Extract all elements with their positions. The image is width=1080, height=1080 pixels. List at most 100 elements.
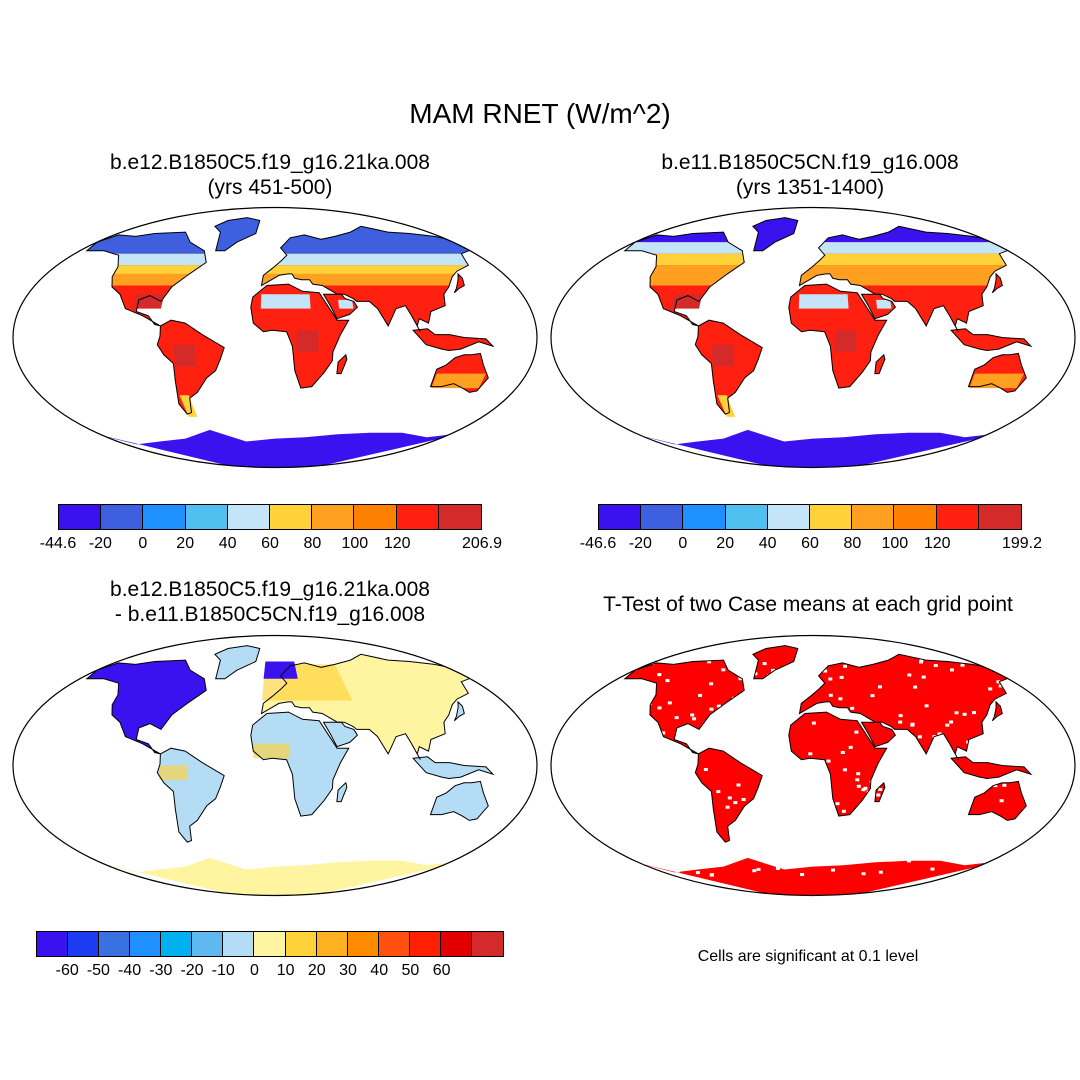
nonsignificant-cell bbox=[795, 684, 800, 688]
nonsignificant-cell bbox=[802, 784, 807, 787]
coastline-greenland bbox=[214, 645, 261, 680]
colorbar-tick-label: 20 bbox=[716, 535, 735, 552]
nonsignificant-cell bbox=[1005, 724, 1009, 728]
nonsignificant-cell bbox=[843, 827, 848, 831]
nonsignificant-cell bbox=[840, 751, 845, 754]
high-flux-region bbox=[670, 294, 703, 309]
nonsignificant-cell bbox=[640, 720, 645, 724]
nonsignificant-cell bbox=[692, 717, 697, 721]
colorbar-tick-label: -50 bbox=[86, 962, 110, 979]
nonsignificant-cell bbox=[787, 692, 792, 696]
nonsignificant-cell bbox=[617, 784, 622, 788]
nonsignificant-cell bbox=[1010, 832, 1015, 836]
nonsignificant-cell bbox=[591, 820, 596, 824]
nonsignificant-cell bbox=[835, 802, 840, 806]
map-border bbox=[550, 634, 1076, 897]
panel-2-title: b.e11.B1850C5CN.f19_g16.008 (yrs 1351-14… bbox=[560, 150, 1060, 200]
nonsignificant-cell bbox=[928, 828, 933, 832]
colorbar-tick-label: 100 bbox=[881, 535, 909, 552]
nonsignificant-cell bbox=[878, 685, 882, 689]
coastline-na bbox=[85, 659, 207, 755]
panel-3-title-line1: b.e12.B1850C5.f19_g16.21ka.008 bbox=[110, 578, 430, 601]
nonsignificant-cell bbox=[788, 778, 793, 782]
coastline-madagascar bbox=[336, 353, 348, 375]
land-indonesia bbox=[413, 756, 493, 779]
land-na bbox=[86, 660, 207, 754]
nonsignificant-cell bbox=[765, 812, 770, 816]
colorbar-swatch bbox=[810, 505, 853, 529]
coastline-arabia bbox=[860, 721, 897, 748]
nonsignificant-cell bbox=[676, 869, 680, 873]
nonsignificant-cell bbox=[643, 843, 648, 847]
nonsignificant-cell bbox=[806, 819, 811, 823]
colorbar-swatch bbox=[438, 505, 482, 529]
nonsignificant-cell bbox=[879, 840, 884, 844]
nonsignificant-cell bbox=[854, 860, 859, 864]
panel-2-title-line1: b.e11.B1850C5CN.f19_g16.008 bbox=[661, 151, 959, 174]
cool-region bbox=[717, 395, 736, 417]
coastline-africa bbox=[788, 711, 888, 817]
colorbar-swatch bbox=[312, 505, 355, 529]
colorbar-tick-label: -44.6 bbox=[39, 535, 77, 552]
coastline-sa bbox=[156, 747, 225, 843]
nonsignificant-cell bbox=[738, 677, 743, 681]
nonsignificant-cell bbox=[961, 784, 966, 788]
nonsignificant-cell bbox=[683, 659, 688, 663]
colorbar-tick-label: 206.9 bbox=[461, 535, 503, 552]
nonsignificant-cell bbox=[617, 775, 622, 779]
colorbar-tick-label: 100 bbox=[341, 535, 369, 552]
colorbar-tick-label: -20 bbox=[628, 535, 652, 552]
nonsignificant-cell bbox=[900, 733, 905, 737]
nonsignificant-cell bbox=[742, 673, 747, 677]
nonsignificant-cell bbox=[861, 788, 866, 792]
coastline-japan bbox=[991, 272, 1003, 294]
nonsignificant-cell bbox=[893, 765, 898, 769]
nonsignificant-cell bbox=[784, 764, 789, 768]
nonsignificant-cell bbox=[611, 713, 616, 717]
nonsignificant-cell bbox=[565, 768, 570, 772]
desert-region bbox=[338, 299, 354, 309]
nonsignificant-cell bbox=[771, 668, 776, 672]
nonsignificant-cell bbox=[591, 784, 596, 788]
nonsignificant-cell bbox=[838, 697, 843, 701]
nonsignificant-cell bbox=[955, 842, 959, 846]
colorbar-swatch bbox=[852, 505, 895, 529]
nonsignificant-cell bbox=[809, 853, 814, 857]
nonsignificant-cell bbox=[740, 721, 745, 725]
nonsignificant-cell bbox=[574, 795, 579, 799]
nonsignificant-cell bbox=[703, 768, 708, 771]
nonsignificant-cell bbox=[954, 711, 959, 715]
nonsignificant-cell bbox=[707, 660, 712, 664]
land-greenland bbox=[214, 217, 260, 251]
panel-2-colorbar bbox=[598, 504, 1022, 530]
coastline-australia bbox=[967, 352, 1027, 393]
panel-3-colorbar-labels: -60 -50 -40 -30 -20 -10 0 10 20 30 40 50 60 bbox=[36, 962, 504, 982]
colorbar-swatch bbox=[440, 932, 472, 956]
nonsignificant-cell bbox=[644, 682, 649, 686]
nonsignificant-cell bbox=[949, 720, 954, 724]
nonsignificant-cell bbox=[629, 789, 634, 793]
cool-region bbox=[179, 395, 198, 417]
coastline-greenland bbox=[214, 217, 261, 252]
coastline-australia bbox=[429, 780, 489, 821]
nonsignificant-cell bbox=[602, 796, 607, 800]
nonsignificant-cell bbox=[657, 673, 662, 677]
colorbar-tick-label: 80 bbox=[843, 535, 862, 552]
nonsignificant-cell bbox=[761, 702, 766, 706]
colorbar-tick-label: 0 bbox=[138, 535, 148, 552]
nonsignificant-cell bbox=[931, 844, 936, 848]
high-flux-region bbox=[711, 344, 735, 367]
colorbar-tick-label: 0 bbox=[249, 962, 259, 979]
nonsignificant-cell bbox=[582, 743, 587, 747]
high-flux-region bbox=[173, 344, 197, 367]
nonsignificant-cell bbox=[998, 684, 1003, 688]
nonsignificant-cell bbox=[716, 790, 721, 794]
nonsignificant-cell bbox=[644, 802, 649, 806]
nonsignificant-cell bbox=[727, 796, 732, 800]
land-indonesia bbox=[951, 756, 1031, 779]
land-indonesia bbox=[413, 328, 493, 351]
nonsignificant-cell bbox=[937, 732, 942, 736]
colorbar-swatch bbox=[223, 932, 255, 956]
nonsignificant-cell bbox=[647, 702, 652, 705]
colorbar-swatch bbox=[641, 505, 684, 529]
